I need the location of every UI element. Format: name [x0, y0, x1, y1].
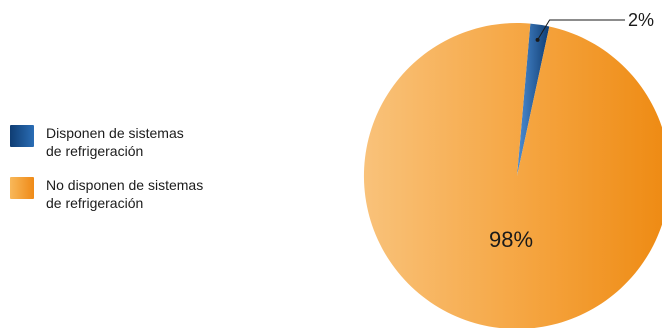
legend-item-disponen: Disponen de sistemas de refrigeración	[10, 124, 270, 176]
pie-annotations: 2% 98%	[489, 10, 654, 252]
data-label-no-disponen: 98%	[489, 227, 533, 252]
legend-label-line: de refrigeración	[46, 143, 144, 159]
legend-swatch-no-disponen	[10, 177, 34, 199]
chart-legend: Disponen de sistemas de refrigeración No…	[10, 124, 270, 228]
data-label-disponen: 2%	[628, 10, 654, 30]
callout-leader-line	[537, 19, 625, 41]
pie-slice-disponen	[517, 23, 550, 176]
legend-label-line: Disponen de sistemas	[46, 125, 184, 141]
legend-label-line: No disponen de sistemas	[46, 177, 204, 193]
legend-label-disponen: Disponen de sistemas de refrigeración	[46, 124, 266, 160]
legend-label-line: de refrigeración	[46, 195, 144, 211]
legend-label-no-disponen: No disponen de sistemas de refrigeración	[46, 176, 266, 212]
pie-slices	[363, 23, 662, 328]
legend-item-no-disponen: No disponen de sistemas de refrigeración	[10, 176, 270, 228]
pie-slice-no-disponen	[363, 23, 662, 328]
legend-swatch-disponen	[10, 125, 34, 147]
